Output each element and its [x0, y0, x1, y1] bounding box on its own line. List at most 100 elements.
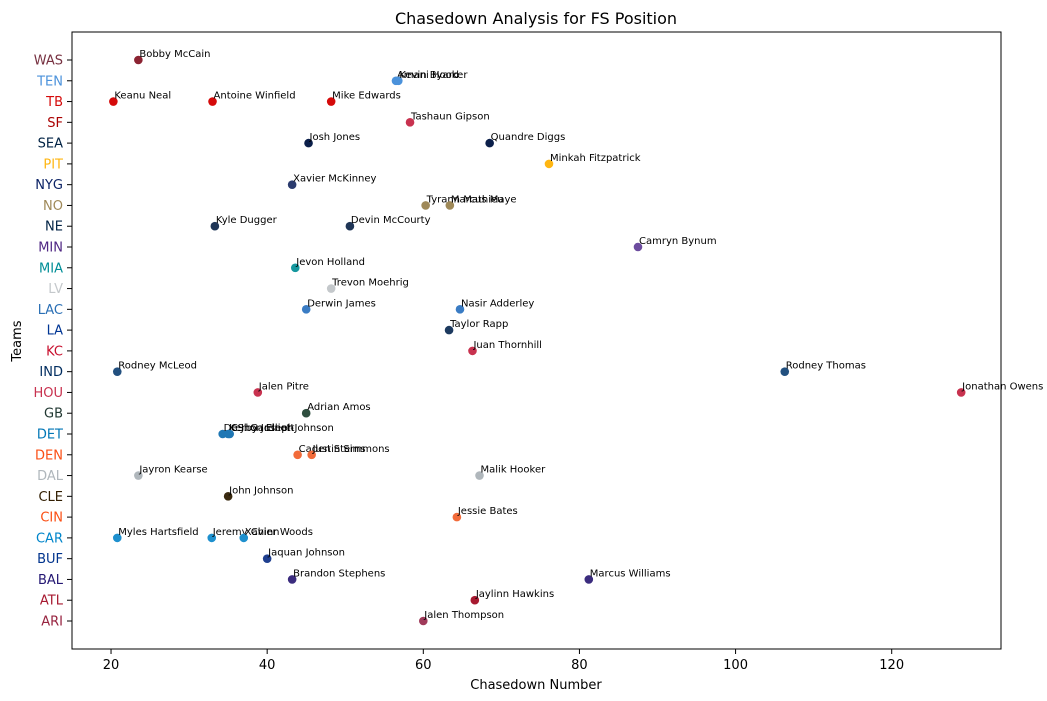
data-point	[307, 450, 316, 460]
point-label: Kyle Dugger	[216, 215, 278, 226]
x-tick-label: 80	[571, 658, 588, 673]
y-tick-label-min: MIN	[38, 241, 63, 256]
data-point	[112, 533, 122, 543]
data-point	[262, 554, 272, 563]
y-tick-label-cle: CLE	[38, 490, 63, 505]
y-tick-label-bal: BAL	[38, 573, 64, 588]
data-point	[287, 180, 297, 189]
data-point	[956, 388, 966, 397]
point-label: Xavier McKinney	[293, 174, 376, 185]
point-label: Juan Thornhill	[472, 340, 541, 351]
y-tick-label-no: NO	[43, 199, 63, 214]
point-label: Jessie Bates	[457, 506, 518, 517]
point-label: Xavier Woods	[245, 527, 313, 538]
point-label: Kerby Joseph	[229, 423, 294, 434]
y-tick-label-sf: SF	[47, 116, 63, 131]
point-label: Devin McCourty	[351, 215, 431, 226]
data-point	[468, 346, 477, 356]
data-point	[304, 138, 313, 148]
x-tick-label: 100	[723, 658, 748, 673]
point-label: Keanu Neal	[114, 91, 171, 102]
point-label: Derwin James	[307, 298, 376, 309]
point-label: Rodney Thomas	[786, 361, 866, 372]
point-label: Jayron Kearse	[138, 465, 207, 476]
y-tick-label-tb: TB	[45, 95, 63, 110]
data-point	[584, 575, 594, 584]
plot-area: 20 40 60 80 100 120 ARI ATL BAL BUF CAR CIN CLE DAL DE…	[33, 49, 1043, 673]
y-tick-label-cin: CIN	[40, 511, 63, 526]
point-label: Marcus Williams	[590, 568, 671, 579]
point-label: Nasir Adderley	[461, 298, 534, 309]
y-tick-label-atl: ATL	[40, 594, 64, 609]
data-point	[109, 97, 118, 106]
point-label: Mike Edwards	[332, 91, 401, 102]
data-point	[544, 159, 554, 169]
point-label: Jeremy Chinn	[212, 527, 280, 538]
data-point	[208, 97, 217, 106]
y-tick-label-la: LA	[47, 324, 64, 339]
point-label: Tyrann Mathieu	[426, 194, 504, 205]
point-label: Marcus Maye	[451, 194, 517, 205]
point-label: Jalen Thompson	[423, 610, 504, 621]
point-label: Camryn Bynum	[639, 236, 717, 247]
data-point	[345, 221, 355, 231]
data-point	[134, 471, 143, 480]
axes-frame	[71, 31, 1002, 650]
data-point	[134, 55, 143, 65]
data-point	[455, 305, 465, 314]
y-axis-label: Teams	[10, 320, 25, 362]
point-label: Minkah Fitzpatrick	[550, 153, 641, 164]
data-point	[287, 575, 297, 584]
data-point	[780, 367, 790, 376]
data-point	[445, 201, 455, 210]
point-label: Taylor Rapp	[449, 319, 508, 330]
data-point	[210, 221, 220, 231]
data-point	[452, 512, 462, 522]
data-point	[326, 284, 336, 293]
point-label: Brandon Stephens	[293, 568, 385, 579]
x-tick-label: 20	[103, 658, 120, 673]
point-label: Caden Sterns	[299, 444, 366, 455]
y-tick-label-lv: LV	[48, 282, 63, 297]
chart-title: Chasedown Analysis for FS Position	[395, 9, 677, 28]
x-axis-label: Chasedown Number	[470, 678, 602, 693]
y-tick-label-sea: SEA	[38, 137, 63, 152]
data-point	[225, 429, 234, 439]
point-label: Quandre Diggs	[491, 132, 566, 143]
data-point	[301, 305, 311, 314]
point-label: Jaylinn Hawkins	[475, 589, 554, 600]
y-tick-label-lac: LAC	[38, 303, 63, 318]
point-label: Antoine Winfield	[214, 91, 296, 102]
y-tick-label-hou: HOU	[33, 386, 63, 401]
data-point	[301, 408, 311, 418]
point-label: Josh Jones	[309, 132, 361, 143]
y-tick-label-den: DEN	[35, 448, 63, 463]
y-tick-label-ten: TEN	[36, 74, 63, 89]
data-point	[326, 97, 336, 106]
point-label: Rodney McLeod	[118, 361, 197, 372]
point-label: Justin Simmons	[312, 444, 390, 455]
y-tick-label-kc: KC	[46, 344, 63, 359]
point-label: Jonathan Owens	[961, 381, 1043, 392]
data-point	[223, 492, 233, 501]
data-point	[239, 533, 249, 543]
y-tick-label-ind: IND	[39, 365, 63, 380]
y-tick-label-mia: MIA	[39, 261, 63, 276]
point-label: DeShon Elliott	[224, 423, 295, 434]
data-point	[470, 595, 480, 605]
data-point	[207, 533, 217, 543]
y-tick-label-ne: NE	[45, 220, 63, 235]
point-label: Jevon Holland	[295, 257, 365, 268]
y-tick-label-gb: GB	[44, 407, 63, 422]
point-label: Kevin Byard	[399, 70, 459, 81]
y-tick-label-dal: DAL	[37, 469, 64, 484]
x-tick-label: 120	[879, 658, 904, 673]
point-label: Myles Hartsfield	[118, 527, 198, 538]
data-point	[485, 138, 494, 148]
y-tick-label-buf: BUF	[37, 552, 63, 567]
data-point	[405, 118, 415, 127]
data-point	[293, 450, 302, 460]
point-label: Jaquan Johnson	[267, 548, 345, 559]
point-label: Amani Hooker	[397, 70, 468, 81]
